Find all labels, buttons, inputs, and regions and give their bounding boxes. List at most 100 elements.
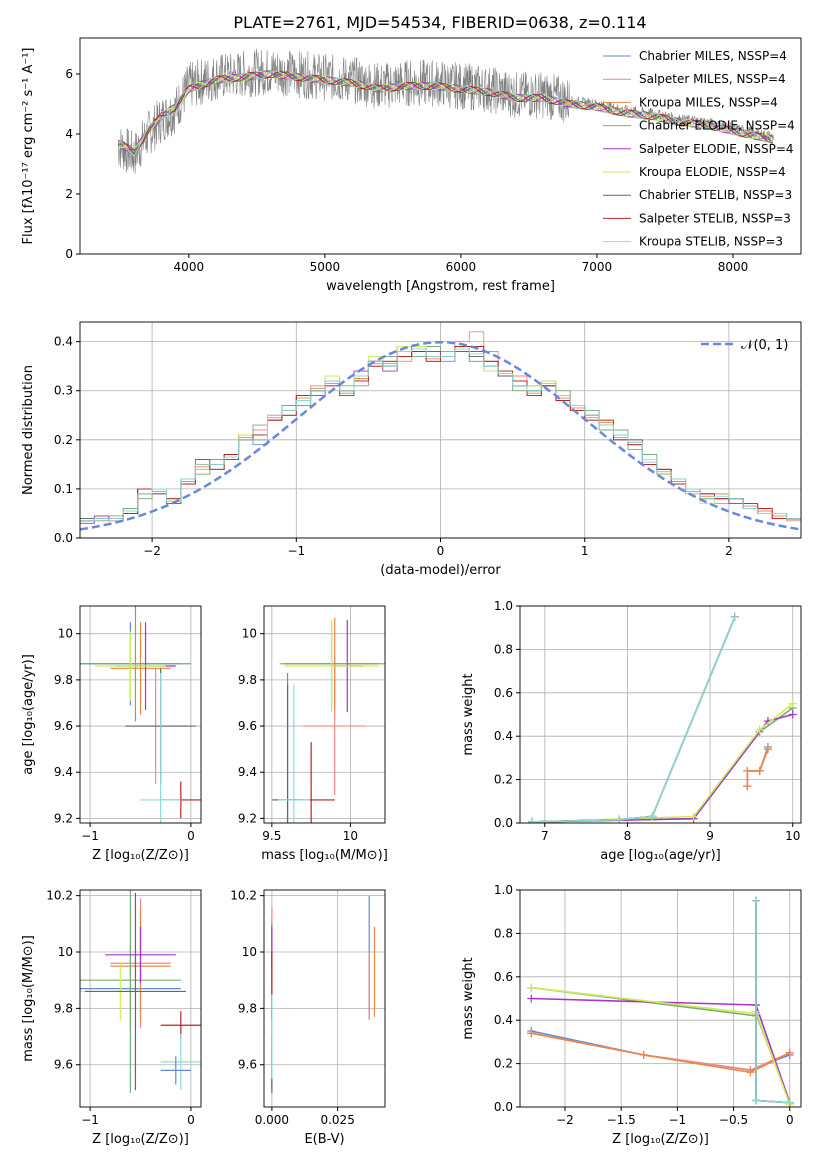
y-tick-label: 4 [65,127,73,141]
weight-vs-age-marks [528,612,797,823]
age-vs-mass-panel: 9.5 10 9.2 9.4 9.6 9.8 10 mass [log₁₀(M/M⊙)] [238,605,388,863]
x-tick-label: −1.5 [607,1113,636,1127]
axes-frame [79,889,202,1108]
y-tick-label: 0.2 [54,433,73,447]
model-spectrum-line [118,71,773,155]
x-axis-label: age [log₁₀(age/yr)] [600,848,721,863]
y-tick-label: 1.0 [494,883,513,897]
weight-vs-age-panel: 7 8 9 10 0.0 0.2 0.4 0.6 0.8 1.0 age [log₁₀(age/yr… [461,599,802,863]
y-tick-label: 2 [65,187,73,201]
y-axis-label: age [log₁₀(age/yr)] [21,654,36,775]
mass-vs-z-marks [80,890,201,1093]
x-axis-label: mass [log₁₀(M/M⊙)] [261,848,388,863]
model-spectrum-line [117,70,773,157]
weight-line [755,900,790,1104]
legend-label: Chabrier MILES, NSSP=4 [639,49,787,63]
y-tick-label: 0 [65,247,73,261]
x-tick-label: 10 [343,829,358,843]
x-tick-label: −1 [669,1113,687,1127]
legend-label: Salpeter ELODIE, NSSP=4 [639,142,794,156]
x-tick-label: 4000 [174,260,205,274]
x-tick-label: 0.025 [320,1113,354,1127]
y-tick-label: 0.1 [54,482,73,496]
y-tick-label: 0.4 [494,1013,513,1027]
weight-line [532,707,794,823]
y-tick-label: 10.2 [230,889,257,903]
age-vs-z-panel: −1 0 9.2 9.4 9.6 9.8 10 Z [log₁₀(Z/Z⊙)] age [log… [21,605,202,863]
weight-line [532,616,736,823]
y-tick-label: 9.2 [54,811,73,825]
x-tick-label: −2 [556,1113,574,1127]
weight-line [532,616,736,823]
y-tick-label: 0.2 [494,1057,513,1071]
legend-label: Chabrier STELIB, NSSP=3 [639,188,792,202]
weight-line [532,713,793,823]
x-axis-label: Z [log₁₀(Z/Z⊙)] [92,848,189,863]
y-tick-label: 9.6 [54,1058,73,1072]
y-axis-label: mass [log₁₀(M/M⊙)] [21,935,36,1062]
weight-line [532,702,794,823]
axes-frame [79,605,202,824]
weight-line [531,1030,791,1071]
x-tick-label: 0 [187,1113,195,1127]
axes-frame [79,37,802,255]
weight-line [531,997,791,1103]
x-tick-label: 0 [786,1113,794,1127]
y-tick-label: 9.6 [238,719,257,733]
y-tick-label: 0.6 [494,686,513,700]
weight-line [532,616,736,823]
axes-frame [263,605,386,824]
axes-frame [263,889,386,1108]
y-tick-label: 9.2 [238,811,257,825]
y-tick-label: 0.0 [494,816,513,830]
weight-line [531,1032,791,1074]
y-tick-label: 0.2 [494,773,513,787]
x-tick-label: 2 [725,544,733,558]
x-tick-label: −1 [81,829,99,843]
residuals-panel: −2 −1 0 1 2 0.0 0.1 0.2 0.3 0.4 (data-model)/error… [21,321,802,578]
weight-vs-z-panel: −2 −1.5 −1 −0.5 0 0.0 0.2 0.4 0.6 0.8 1.0 Z [log₁₀(… [461,883,802,1147]
x-tick-label: 7 [541,829,549,843]
x-tick-label: 0 [437,544,445,558]
y-axis-label: mass weight [461,673,476,755]
y-tick-label: 0.8 [494,926,513,940]
y-tick-label: 9.8 [238,1001,257,1015]
axes-frame [519,889,802,1108]
legend-label: Salpeter MILES, NSSP=4 [639,72,786,86]
y-tick-label: 10 [58,627,73,641]
y-axis-label: Flux [fλ10⁻¹⁷ erg cm⁻² s⁻¹ A⁻¹] [21,48,36,245]
y-tick-label: 9.8 [54,673,73,687]
weight-line [755,900,790,1104]
y-tick-label: 9.4 [238,765,257,779]
age-vs-mass-marks [271,617,385,823]
x-tick-label: 1 [581,544,589,558]
x-axis-label: E(B-V) [304,1132,344,1147]
legend-label: Chabrier ELODIE, NSSP=4 [639,119,795,133]
y-tick-label: 1.0 [494,599,513,613]
legend-label: 𝒩(0, 1) [741,338,788,353]
weight-line [746,746,769,787]
weight-line [746,748,769,787]
x-tick-label: 6000 [446,260,477,274]
x-tick-label: −0.5 [719,1113,748,1127]
y-tick-label: 0.0 [54,531,73,545]
x-tick-label: 10 [785,829,800,843]
y-tick-label: 9.6 [238,1058,257,1072]
x-axis-label: wavelength [Angstrom, rest frame] [326,279,555,294]
gaussian-curve [80,340,801,531]
legend-label: Salpeter STELIB, NSSP=3 [639,211,791,225]
y-axis-label: mass weight [461,957,476,1039]
legend-label: Kroupa STELIB, NSSP=3 [639,235,783,249]
legend-label: Kroupa ELODIE, NSSP=4 [639,165,786,179]
y-tick-label: 10 [58,945,73,959]
weight-vs-z-marks [527,896,794,1107]
histogram-step-line [80,348,801,522]
x-tick-label: 0.000 [255,1113,289,1127]
axes-frame [519,605,802,824]
mass-vs-ebv-panel: 0.000 0.025 9.6 9.8 10 10.2 E(B-V) [230,889,386,1147]
x-tick-label: 9 [706,829,714,843]
x-tick-label: 8 [624,829,632,843]
weight-line [755,900,790,1104]
x-tick-label: 0 [187,829,195,843]
